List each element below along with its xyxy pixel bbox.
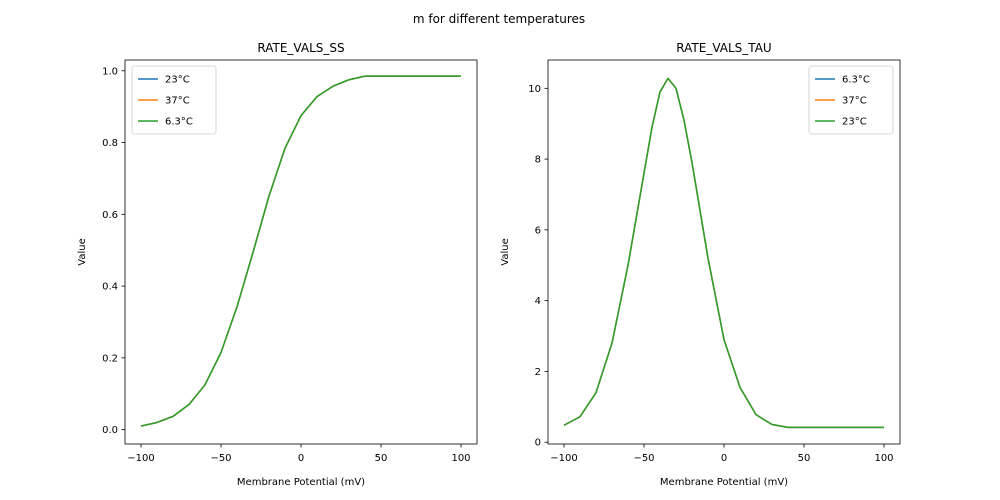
panel-2-x-tick-label: 50 [798,453,811,464]
panels: −100 −50 0 50 1000.00.20.40.60.81.0RATE_VALS… [77,41,901,488]
panel-1-x-tick-label: −100 [127,453,154,464]
panel-2: −100 −50 0 50 100 0 2 4 6 8 10 RATE_VALS_TAU Membran… [500,41,901,488]
panel-1-y-tick-label: 0.6 [102,210,118,221]
panel-2-legend: 6.3°C 37°C 23°C [808,65,894,135]
panel-2-x-tick-label: −100 [550,453,577,464]
panel-1-y-tick-label: 1.0 [102,66,118,77]
panel-1: −100 −50 0 50 100 0.0 0.2 0.4 0.6 0.8 1.0 RATE_VALS… [77,41,478,488]
panel-1-x-tick-label: 0 [298,453,304,464]
panel-1-series [140,75,461,427]
panel-2-y-tick-label: 2 [535,367,541,378]
panel-1-y-axis-label: Value [77,238,88,265]
panel-1-x-axis-label: Membrane Potential (mV) [237,477,365,488]
panel-2-y-tick-label: 10 [528,84,541,95]
panel-2-series-line-3 [563,77,884,429]
panel-2-y-tick-label: 4 [535,296,541,307]
panel-1-title: RATE_VALS_SS [257,41,344,55]
panel-2-legend-label-2: 37°C [842,96,867,107]
panel-1-legend: 23°C 37°C 6.3°C [131,65,217,135]
panel-2-legend-box [808,65,894,135]
panel-2-x-tick-label: 100 [874,453,893,464]
panel-2-legend-label-3: 23°C [842,117,867,128]
panel-1-x-tick-label: −50 [210,453,231,464]
panel-2-x-tick-label: −50 [633,453,654,464]
panel-1-series-line-3 [140,75,461,427]
panel-2-legend-label-1: 6.3°C [842,75,870,86]
panel-2-x-tick-label: 0 [721,453,727,464]
panel-1-legend-label-3: 6.3°C [165,117,193,128]
panel-2-title: RATE_VALS_TAU [676,41,771,55]
panel-1-legend-label-2: 37°C [165,96,190,107]
panel-1-legend-box [131,65,217,135]
panel-2-y-tick-label: 0 [535,438,541,449]
figure-title: m for different temperatures [413,12,585,26]
panel-1-y-tick-label: 0.0 [102,425,118,436]
panel-2-series [563,77,884,429]
panel-1-legend-label-1: 23°C [165,75,190,86]
panel-2-x-axis-label: Membrane Potential (mV) [660,477,788,488]
panel-1-y-tick-label: 0.8 [102,138,118,149]
panel-1-y-tick-label: 0.4 [102,282,118,293]
panel-2-y-axis-label: Value [500,238,511,265]
panel-2-y-tick-label: 8 [535,155,541,166]
panel-1-x-tick-label: 100 [451,453,470,464]
panel-1-x-tick-label: 50 [375,453,388,464]
panel-1-y-tick-label: 0.2 [102,353,118,364]
panel-2-y-tick-label: 6 [535,225,541,236]
